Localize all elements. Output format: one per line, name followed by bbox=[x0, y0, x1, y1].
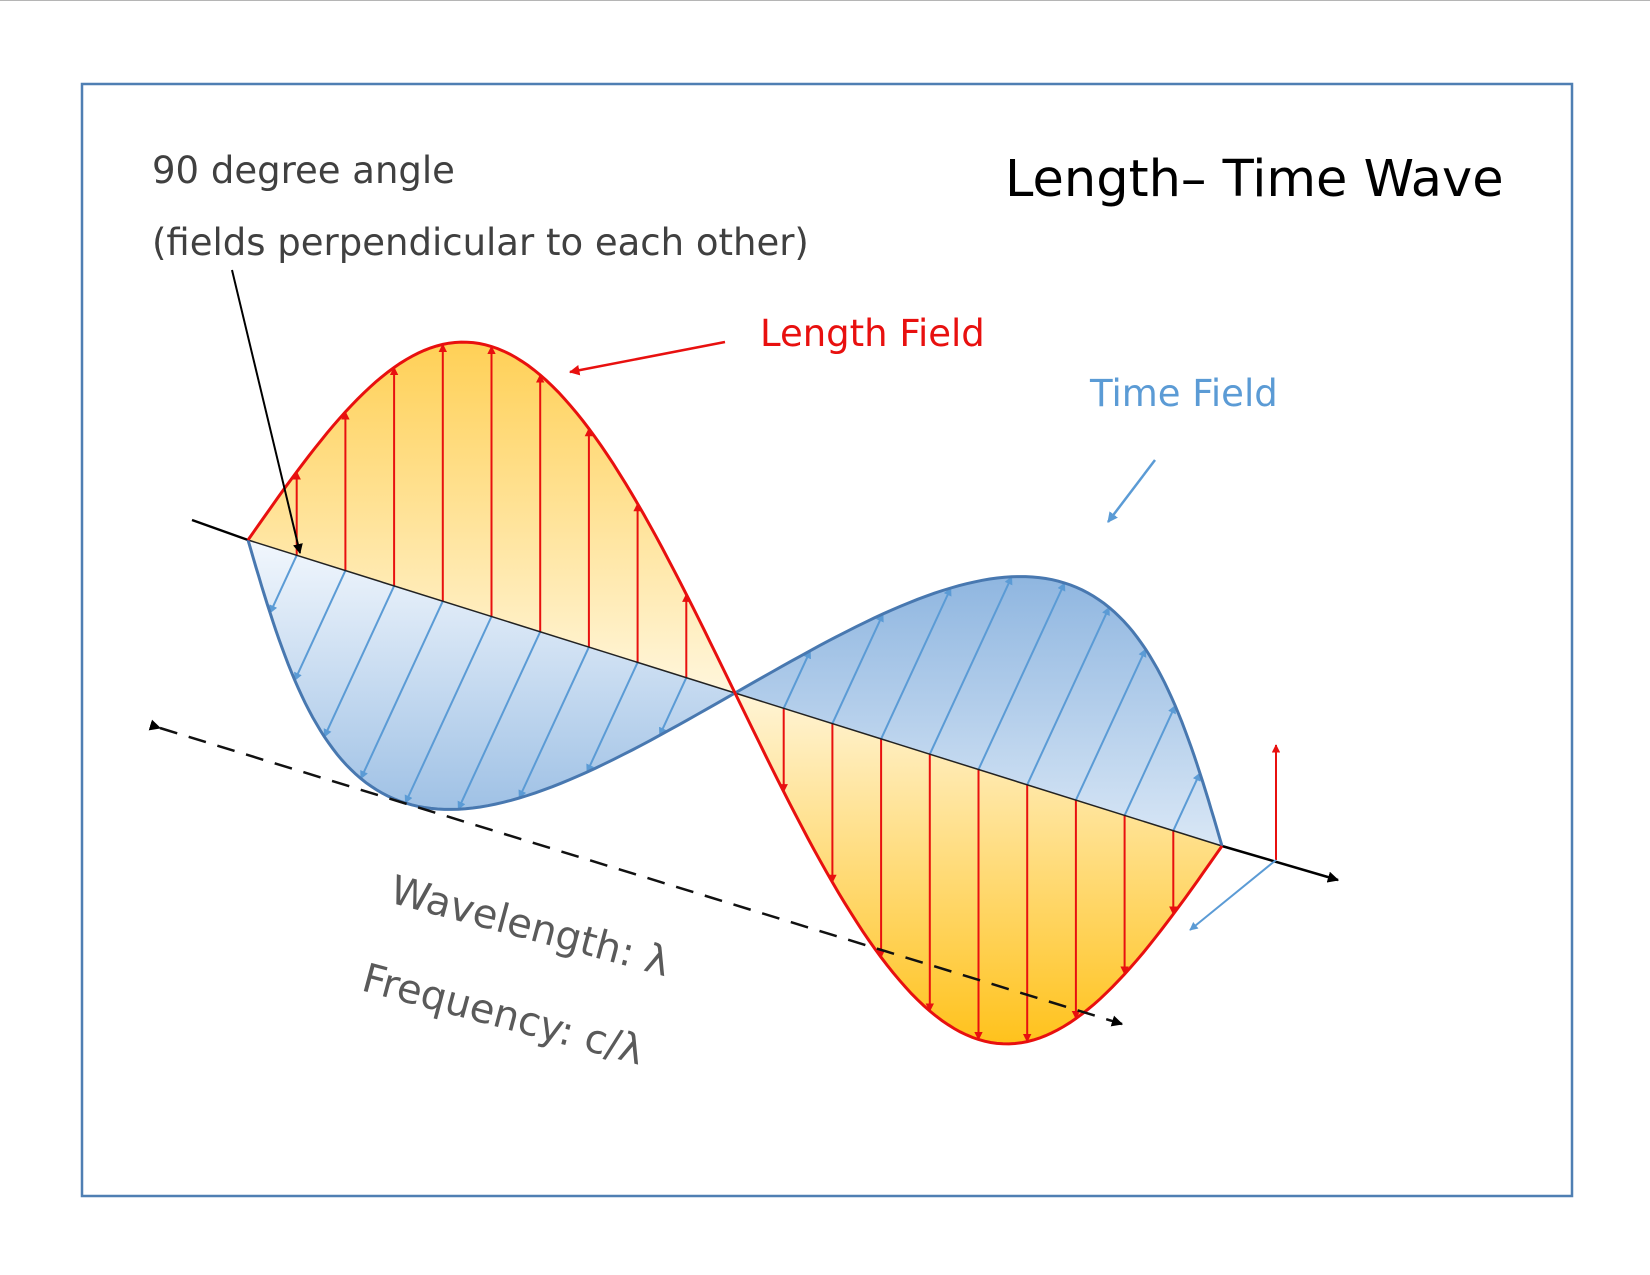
time-field-vector bbox=[1172, 772, 1201, 832]
top-divider bbox=[0, 0, 1650, 1]
time-field-vector bbox=[293, 570, 347, 682]
time-field-pointer bbox=[1107, 459, 1156, 523]
time-field-vector bbox=[831, 613, 884, 725]
time-field-label: Time Field bbox=[1089, 372, 1278, 415]
time-field-vector bbox=[1123, 704, 1177, 816]
angle-annotation-line1: 90 degree angle bbox=[152, 149, 455, 192]
wavelength-arrow bbox=[148, 719, 1124, 1027]
time-field-vector bbox=[323, 585, 396, 738]
angle-pointer bbox=[231, 269, 303, 554]
length-wave-curve bbox=[246, 340, 1224, 1046]
wavelength-label: Wavelength: λ bbox=[385, 867, 674, 986]
time-field-vector bbox=[782, 649, 812, 709]
length-field-pointer bbox=[568, 340, 726, 376]
propagation-axis-arrow bbox=[1221, 844, 1340, 883]
diagram-title: Length– Time Wave bbox=[1005, 150, 1504, 209]
propagation-axis-left bbox=[191, 518, 249, 542]
diagram-frame bbox=[80, 82, 1574, 1198]
length-field-label: Length Field bbox=[760, 312, 985, 355]
time-field-vector bbox=[880, 587, 952, 740]
time-field-vector bbox=[269, 554, 298, 614]
angle-annotation-line2: (fields perpendicular to each other) bbox=[152, 221, 809, 264]
frequency-label: Frequency: c/λ bbox=[357, 955, 648, 1074]
time-field-end-vector bbox=[1189, 859, 1277, 931]
